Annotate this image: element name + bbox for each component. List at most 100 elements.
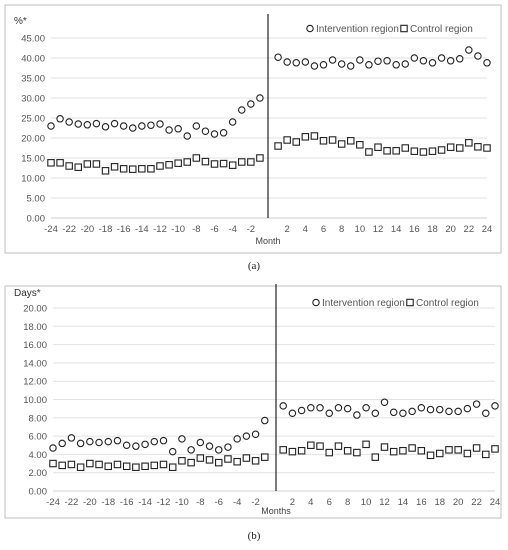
intervention-point <box>374 57 382 65</box>
intervention-point <box>334 403 343 412</box>
control-point <box>328 136 337 144</box>
intervention-point <box>110 119 119 128</box>
intervention-point <box>353 411 361 419</box>
control-point <box>65 162 73 170</box>
x-tick-label: -8 <box>192 224 200 235</box>
control-point <box>319 137 328 145</box>
control-point <box>196 454 205 462</box>
control-point <box>446 143 455 151</box>
chart-a-frame <box>4 4 502 254</box>
control-point <box>362 440 370 449</box>
x-axis-label: Month <box>255 236 280 246</box>
intervention-point <box>215 446 223 454</box>
x-tick-label: 4 <box>308 497 313 508</box>
intervention-point <box>283 58 291 66</box>
control-point <box>353 448 361 457</box>
control-point <box>288 447 297 456</box>
control-point <box>316 442 324 450</box>
x-tick-label: 2 <box>285 224 290 235</box>
intervention-point <box>392 61 400 69</box>
control-point <box>58 461 66 470</box>
control-point <box>401 144 409 152</box>
control-point <box>215 458 223 467</box>
intervention-point <box>401 60 409 68</box>
y-axis-unit-label: %* <box>14 16 27 27</box>
intervention-point <box>410 54 419 62</box>
intervention-point <box>147 121 155 129</box>
control-point <box>374 143 382 151</box>
intervention-point <box>192 122 201 130</box>
control-point <box>183 158 192 166</box>
intervention-point <box>426 405 435 414</box>
intervention-point <box>482 409 490 417</box>
control-point <box>49 459 57 468</box>
intervention-point <box>455 55 464 63</box>
control-point <box>147 165 155 173</box>
intervention-point <box>178 435 186 443</box>
x-tick-label: 24 <box>482 224 493 235</box>
intervention-point <box>132 442 140 450</box>
control-point <box>113 460 122 469</box>
intervention-point <box>156 120 164 128</box>
intervention-point <box>201 127 210 135</box>
x-tick-label: 6 <box>321 224 326 235</box>
x-tick-label: -12 <box>153 224 167 235</box>
intervention-point <box>362 403 370 412</box>
x-tick-label: -2 <box>247 224 255 235</box>
x-tick-label: 12 <box>373 224 384 235</box>
intervention-point <box>428 59 437 67</box>
intervention-point <box>238 106 246 114</box>
control-point <box>356 141 364 149</box>
control-point <box>256 154 264 162</box>
intervention-point <box>256 94 264 102</box>
intervention-point <box>472 400 481 408</box>
x-tick-label: -12 <box>157 497 171 508</box>
y-tick-label: 35.00 <box>21 74 45 85</box>
control-point <box>74 163 83 171</box>
x-tick-label: -10 <box>171 224 185 235</box>
control-point <box>399 446 407 455</box>
x-tick-label: 8 <box>345 497 350 508</box>
x-tick-label: -6 <box>215 497 223 508</box>
legend-control-marker <box>406 298 414 307</box>
intervention-point <box>319 61 328 69</box>
control-point <box>205 456 214 464</box>
y-tick-label: 2.00 <box>29 468 48 479</box>
intervention-point <box>233 435 241 443</box>
intervention-point <box>474 52 482 60</box>
control-point <box>474 143 482 151</box>
intervention-point <box>104 437 113 446</box>
intervention-point <box>219 129 228 137</box>
control-point <box>389 447 398 456</box>
intervention-point <box>47 122 55 130</box>
intervention-point <box>228 118 237 126</box>
control-point <box>95 460 103 469</box>
control-point <box>238 158 246 166</box>
intervention-point <box>113 436 122 445</box>
x-tick-label: -20 <box>83 497 97 508</box>
intervention-point <box>92 119 101 128</box>
intervention-point <box>483 59 491 67</box>
legend-intervention-marker <box>312 298 320 307</box>
y-tick-label: 12.00 <box>23 377 47 388</box>
intervention-point <box>251 430 260 439</box>
intervention-point <box>399 409 407 417</box>
y-tick-label: 20.00 <box>23 304 47 315</box>
x-tick-label: 16 <box>416 497 427 508</box>
y-axis-unit-label: Days* <box>14 288 41 299</box>
intervention-point <box>463 404 472 413</box>
control-point <box>228 161 237 169</box>
control-point <box>201 157 210 166</box>
legend-intervention-label: Intervention region <box>322 298 405 309</box>
intervention-point <box>183 132 192 140</box>
x-tick-label: -22 <box>62 224 76 235</box>
intervention-point <box>435 405 444 414</box>
control-point <box>168 463 177 471</box>
x-tick-label: -14 <box>135 224 149 235</box>
control-point <box>129 165 137 173</box>
control-point <box>445 446 453 454</box>
intervention-point <box>307 403 315 412</box>
intervention-point <box>274 53 282 61</box>
intervention-point <box>58 439 66 448</box>
control-point <box>132 463 140 471</box>
